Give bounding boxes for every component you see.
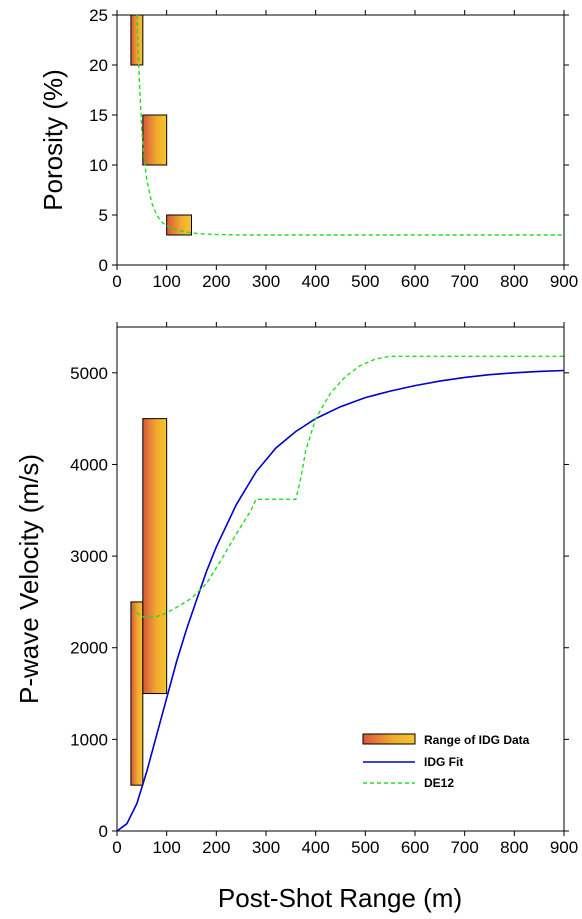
legend: Range of IDG Data IDG Fit DE12 bbox=[362, 733, 530, 790]
porosity-x-tick-label: 500 bbox=[351, 272, 379, 291]
porosity-data-boxes bbox=[130, 14, 193, 236]
velocity-series-idg-fit bbox=[116, 369, 565, 832]
velocity-y-tick-label: 5000 bbox=[70, 364, 108, 383]
porosity-panel: 0 100 200 300 400 500 600 700 800 900 0510152025 … bbox=[38, 6, 578, 291]
porosity-y-tick-label: 15 bbox=[89, 106, 108, 125]
porosity-y-tick-label: 10 bbox=[89, 156, 108, 175]
velocity-series bbox=[116, 355, 565, 832]
velocity-x-tick-label: 200 bbox=[202, 838, 230, 857]
velocity-y-tick-label: 2000 bbox=[70, 639, 108, 658]
legend-label-range: Range of IDG Data bbox=[424, 733, 530, 747]
porosity-range-box-0 bbox=[130, 14, 144, 66]
porosity-y-tick-label: 25 bbox=[89, 6, 108, 25]
porosity-x-tick-label: 600 bbox=[401, 272, 429, 291]
porosity-x-tick-label: 200 bbox=[202, 272, 230, 291]
porosity-plot-frame bbox=[116, 14, 565, 266]
porosity-x-tick-label: 700 bbox=[450, 272, 478, 291]
porosity-y-tick-label: 20 bbox=[89, 56, 108, 75]
velocity-plot-frame bbox=[116, 326, 565, 832]
velocity-y-tick-label: 1000 bbox=[70, 730, 108, 749]
porosity-y-ticks: 0 5 10 15 20 25 bbox=[89, 6, 569, 275]
porosity-range-box-1 bbox=[142, 114, 168, 166]
porosity-range-box-2 bbox=[166, 214, 193, 236]
legend-swatch-range bbox=[362, 733, 416, 745]
velocity-x-tick-label: 100 bbox=[152, 838, 180, 857]
velocity-y-tick-label: 3000 bbox=[70, 547, 108, 566]
velocity-x-tick-label: 0 bbox=[112, 838, 121, 857]
velocity-x-tick-label: 300 bbox=[252, 838, 280, 857]
velocity-data-boxes bbox=[130, 418, 168, 786]
porosity-x-tick-label: 300 bbox=[252, 272, 280, 291]
legend-label-de12: DE12 bbox=[424, 776, 454, 790]
porosity-x-tick-label: 400 bbox=[301, 272, 329, 291]
porosity-y-tick-label: 5 bbox=[99, 206, 108, 225]
velocity-x-ticks: 0 100 200 300 400 500 600 700 800 900 bbox=[112, 322, 578, 857]
velocity-x-tick-label: 400 bbox=[301, 838, 329, 857]
velocity-x-tick-label: 700 bbox=[450, 838, 478, 857]
porosity-series-de12 bbox=[136, 14, 564, 236]
legend-label-idg-fit: IDG Fit bbox=[424, 755, 463, 769]
velocity-y-tick-label: 0 bbox=[99, 822, 108, 841]
porosity-y-axis-title: Porosity (%) bbox=[38, 69, 68, 211]
velocity-panel: 0 100 200 300 400 500 600 700 800 900 0 1000 2000 30… bbox=[14, 322, 578, 913]
velocity-range-box-1 bbox=[142, 418, 168, 695]
porosity-x-ticks: 0 100 200 300 400 500 600 700 800 900 bbox=[112, 10, 578, 291]
porosity-x-tick-label: 900 bbox=[550, 272, 578, 291]
porosity-y-tick-label: 0 bbox=[99, 256, 108, 275]
velocity-x-tick-label: 500 bbox=[351, 838, 379, 857]
x-axis-title: Post-Shot Range (m) bbox=[218, 883, 462, 913]
velocity-x-tick-label: 600 bbox=[401, 838, 429, 857]
velocity-series-de12 bbox=[132, 355, 564, 619]
porosity-series bbox=[136, 14, 564, 236]
porosity-x-tick-label: 100 bbox=[152, 272, 180, 291]
porosity-x-tick-label: 800 bbox=[500, 272, 528, 291]
porosity-x-tick-label: 0 bbox=[112, 272, 121, 291]
velocity-y-ticks: 0 1000 2000 3000 4000 5000 bbox=[70, 364, 569, 841]
velocity-y-axis-title: P-wave Velocity (m/s) bbox=[14, 454, 44, 704]
velocity-x-tick-label: 800 bbox=[500, 838, 528, 857]
velocity-y-tick-label: 4000 bbox=[70, 455, 108, 474]
velocity-x-tick-label: 900 bbox=[550, 838, 578, 857]
velocity-range-box-0 bbox=[130, 601, 144, 786]
